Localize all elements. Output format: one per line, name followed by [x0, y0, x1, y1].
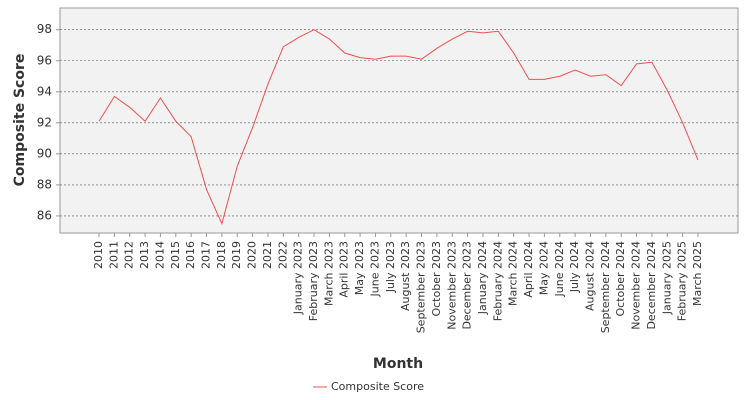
- x-tick-label: February 2024: [491, 241, 504, 321]
- x-tick-label: 2018: [215, 241, 228, 269]
- x-tick-label: July 2023: [384, 241, 397, 293]
- x-tick-label: March 2025: [691, 241, 704, 306]
- x-tick-label: 2011: [107, 241, 120, 269]
- x-tick-label: 2012: [123, 241, 136, 269]
- x-tick-label: January 2025: [660, 241, 673, 315]
- x-tick-label: 2014: [153, 241, 166, 269]
- x-axis-label: Month: [373, 356, 423, 372]
- x-tick-label: April 2024: [522, 241, 535, 298]
- x-tick-label: 2022: [276, 241, 289, 269]
- x-tick-label: March 2023: [322, 241, 335, 306]
- x-tick-label: December 2024: [645, 241, 658, 330]
- legend-label: Composite Score: [331, 380, 424, 393]
- x-tick-label: October 2023: [430, 241, 443, 317]
- x-tick-label: 2010: [92, 241, 105, 269]
- x-tick-label: September 2024: [599, 241, 612, 333]
- x-tick-label: March 2024: [507, 241, 520, 306]
- x-tick-label: December 2023: [461, 241, 474, 330]
- x-tick-label: 2013: [138, 241, 151, 269]
- x-tick-label: 2017: [200, 241, 213, 269]
- x-tick-label: 2020: [246, 241, 259, 269]
- x-tick-label: May 2024: [537, 241, 550, 295]
- x-tick-label: August 2024: [583, 241, 596, 311]
- x-tick-label: October 2024: [614, 241, 627, 317]
- x-tick-label: January 2023: [292, 241, 305, 315]
- x-tick-label: 2015: [169, 241, 182, 269]
- y-tick-label: 96: [37, 53, 52, 67]
- x-tick-label: November 2023: [445, 241, 458, 330]
- x-tick-label: April 2023: [338, 241, 351, 298]
- y-tick-label: 92: [37, 115, 52, 129]
- y-tick-label: 94: [37, 84, 52, 98]
- x-tick-label: February 2023: [307, 241, 320, 321]
- y-tick-label: 86: [37, 208, 52, 222]
- line: [98, 29, 699, 226]
- x-tick-label: June 2023: [368, 241, 381, 297]
- x-tick-label: January 2024: [476, 241, 489, 315]
- x-tick-label: November 2024: [630, 241, 643, 330]
- x-tick-label: 2019: [230, 241, 243, 269]
- x-tick-label: August 2023: [399, 241, 412, 311]
- x-tick-label: September 2023: [415, 241, 428, 333]
- y-tick-label: 90: [37, 146, 52, 160]
- x-tick-label: June 2024: [553, 241, 566, 297]
- plot-area: [59, 7, 739, 234]
- y-axis-label: Composite Score: [12, 54, 28, 187]
- x-tick-label: May 2023: [353, 241, 366, 295]
- x-tick-label: 2021: [261, 241, 274, 269]
- x-tick-label: July 2024: [568, 241, 581, 293]
- x-tick-label: 2016: [184, 241, 197, 269]
- y-tick-label: 98: [37, 22, 52, 36]
- x-tick-label: February 2025: [676, 241, 689, 321]
- y-tick-label: 88: [37, 177, 52, 191]
